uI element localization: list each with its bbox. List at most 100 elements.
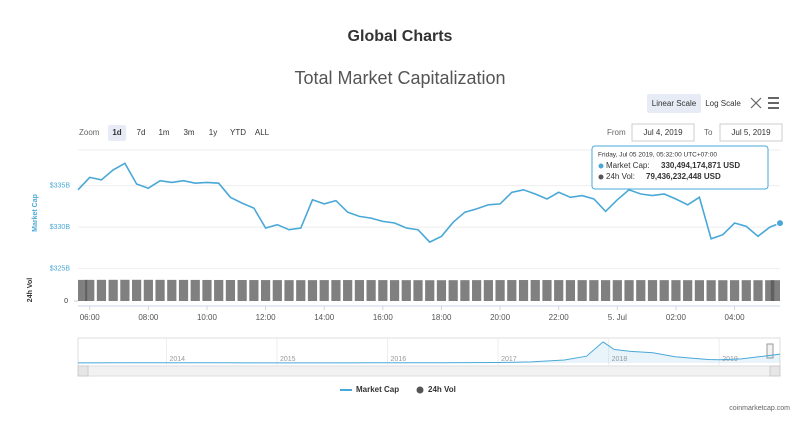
volume-bar — [272, 280, 282, 301]
scrollbar-left-arrow[interactable] — [77, 365, 89, 377]
scale-button[interactable] — [703, 94, 743, 113]
volume-bar — [636, 280, 646, 301]
volume-bar — [577, 280, 587, 301]
scale-button[interactable] — [647, 94, 701, 113]
volume-bar — [647, 280, 658, 301]
volume-bar — [507, 280, 517, 301]
zoom-button[interactable] — [180, 125, 198, 141]
zoom-button[interactable] — [155, 125, 173, 141]
from-value: Jul 4, 2019 — [643, 128, 683, 137]
volume-bar — [554, 280, 564, 301]
volume-bar — [483, 280, 493, 301]
volume-bar — [155, 279, 165, 301]
from-label: From — [607, 128, 626, 137]
volume-bar — [448, 280, 458, 301]
menu-icon[interactable] — [768, 97, 779, 109]
market-cap-line — [77, 162, 781, 244]
volume-bar — [401, 280, 411, 301]
y-tick-label: $335B — [50, 183, 71, 190]
volume-bar — [741, 280, 751, 301]
volume-bar — [589, 280, 599, 301]
volume-bar — [718, 280, 728, 301]
volume-bar — [600, 280, 611, 301]
zoom-label: Zoom — [79, 128, 100, 137]
volume-bar — [143, 279, 153, 301]
volume-bar — [425, 280, 435, 301]
volume-bar — [96, 279, 107, 301]
credit: coinmarketcap.com — [729, 405, 790, 412]
volume-bar — [284, 280, 294, 301]
y2-axis-title: 24h Vol — [27, 278, 34, 302]
volume-bar — [770, 280, 780, 301]
hover-point — [776, 219, 784, 228]
navigator-tick-label: 2014 — [169, 356, 185, 363]
volume-bar — [354, 280, 364, 301]
navigator-tick-label: 2018 — [612, 356, 628, 363]
zoom-button-label[interactable]: 1d — [112, 128, 121, 137]
zoom-button[interactable] — [204, 125, 222, 141]
volume-bar — [659, 280, 669, 301]
zoom-button[interactable] — [228, 125, 248, 141]
volume-bar — [753, 280, 763, 301]
x-tick-label: 20:00 — [490, 313, 511, 322]
scrollbar-track[interactable] — [77, 365, 781, 377]
y2-tick-label: 0 — [64, 298, 68, 305]
tooltip-value: 330,494,174,871 USD — [661, 161, 740, 170]
navigator-tick-label: 2016 — [391, 356, 407, 363]
tooltip-dot — [598, 174, 604, 180]
x-tick-label: 5. Jul — [608, 313, 627, 322]
volume-bar — [542, 280, 552, 301]
y-tick-label: $330B — [50, 224, 71, 231]
volume-bar — [167, 279, 177, 301]
volume-bar — [472, 280, 482, 301]
scale-button-label[interactable]: Log Scale — [705, 99, 741, 108]
scrollbar-right-arrow[interactable] — [769, 365, 781, 377]
to-input[interactable] — [719, 123, 783, 142]
zoom-button[interactable] — [108, 125, 126, 141]
zoom-button[interactable] — [252, 125, 272, 141]
volume-bar — [249, 280, 259, 301]
y-tick-label: $325B — [50, 266, 71, 273]
tooltip-box — [591, 145, 769, 190]
volume-bar — [85, 279, 95, 301]
tooltip-value: 79,436,232,448 USD — [646, 172, 721, 181]
x-tick-label: 22:00 — [549, 313, 570, 322]
tooltip: Friday, Jul 05 2019, 05:32:00 UTC+07:00 M… — [591, 145, 769, 190]
tooltip-label: Market Cap: — [606, 161, 650, 170]
x-tick-label: 02:00 — [666, 313, 687, 322]
from-input[interactable] — [631, 123, 695, 142]
volume-bar — [120, 279, 130, 301]
x-tick-label: 18:00 — [431, 313, 452, 322]
zoom-button-label[interactable]: 1y — [209, 128, 217, 137]
volume-bar — [319, 280, 329, 301]
tooltip-dot — [598, 163, 604, 169]
volume-bar — [214, 279, 224, 301]
legend-label[interactable]: Market Cap — [356, 385, 399, 394]
volume-bar — [706, 280, 716, 301]
zoom-button-label[interactable]: 1m — [158, 128, 169, 137]
x-tick-label: 06:00 — [80, 313, 101, 322]
zoom-button-label[interactable]: 7d — [137, 128, 146, 137]
zoom-button-label[interactable]: 3m — [183, 128, 194, 137]
navigator-line — [77, 341, 781, 364]
volume-bar — [378, 280, 388, 301]
chart-title: Total Market Capitalization — [294, 68, 505, 88]
x-tick-label: 14:00 — [314, 313, 335, 322]
zoom-button-label[interactable]: ALL — [255, 128, 270, 137]
volume-bar — [729, 280, 740, 301]
volume-bar — [518, 280, 529, 301]
to-value: Jul 5, 2019 — [731, 128, 771, 137]
zoom-button[interactable] — [132, 125, 150, 141]
volume-bar — [530, 280, 540, 301]
fullscreen-icon[interactable] — [750, 97, 762, 109]
zoom-button-label[interactable]: YTD — [230, 128, 246, 137]
navigator-frame — [77, 337, 781, 367]
scale-button-label[interactable]: Linear Scale — [652, 99, 697, 108]
volume-bar — [460, 280, 470, 301]
volume-bar — [389, 280, 400, 301]
navigator-tick-label: 2015 — [280, 356, 296, 363]
x-tick-label: 10:00 — [197, 313, 218, 322]
navigator-handle[interactable] — [766, 343, 774, 359]
legend-label[interactable]: 24h Vol — [428, 385, 456, 394]
